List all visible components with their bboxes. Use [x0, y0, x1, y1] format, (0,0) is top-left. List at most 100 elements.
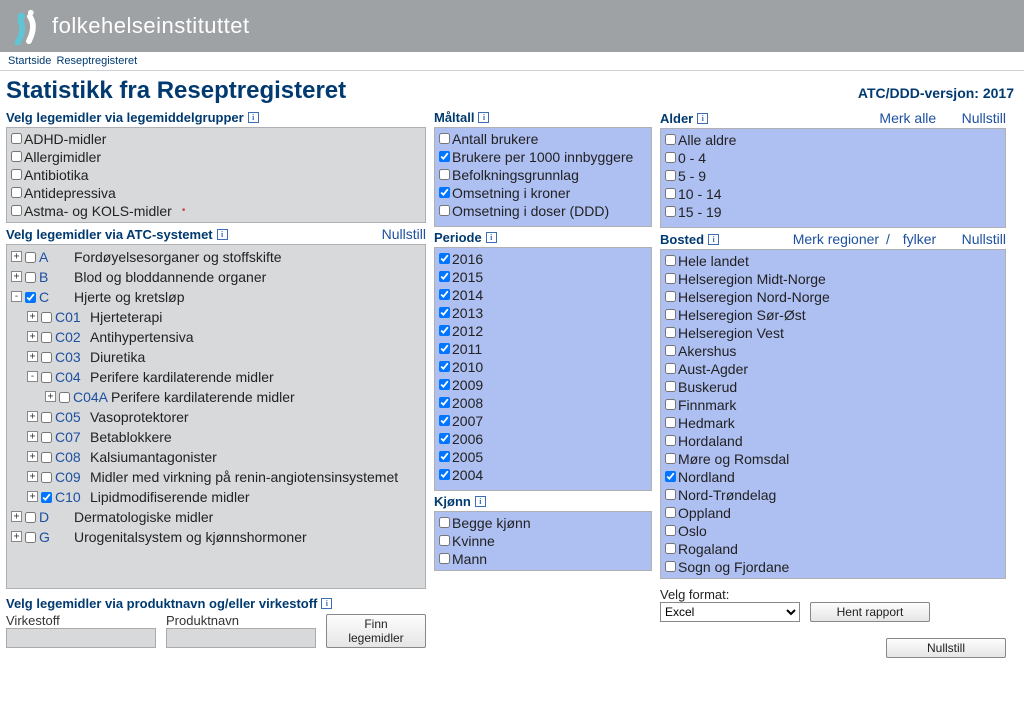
list-item[interactable]: Antibiotika: [9, 166, 423, 184]
list-item[interactable]: Allergimidler: [9, 148, 423, 166]
list-checkbox[interactable]: [11, 205, 22, 216]
tree-row[interactable]: +G Urogenitalsystem og kjønnshormoner: [9, 527, 423, 547]
tree-checkbox[interactable]: [25, 532, 36, 543]
tree-checkbox[interactable]: [41, 432, 52, 443]
atc-tree[interactable]: +A Fordøyelsesorganer og stoffskifte+B B…: [6, 244, 426, 589]
list-checkbox[interactable]: [439, 151, 450, 162]
list-checkbox[interactable]: [439, 325, 450, 336]
list-checkbox[interactable]: [665, 543, 676, 554]
list-item[interactable]: 2004: [437, 466, 649, 484]
list-item[interactable]: Helseregion Sør-Øst: [663, 306, 1003, 324]
tree-checkbox[interactable]: [41, 312, 52, 323]
expand-icon[interactable]: +: [27, 451, 38, 462]
tree-checkbox[interactable]: [41, 372, 52, 383]
expand-icon[interactable]: +: [11, 531, 22, 542]
list-item[interactable]: 2011: [437, 340, 649, 358]
tree-row[interactable]: +D Dermatologiske midler: [9, 507, 423, 527]
tree-checkbox[interactable]: [41, 352, 52, 363]
tree-checkbox[interactable]: [41, 412, 52, 423]
list-checkbox[interactable]: [665, 381, 676, 392]
list-item[interactable]: 0 - 4: [663, 149, 1003, 167]
list-item[interactable]: Aust-Agder: [663, 360, 1003, 378]
get-report-button[interactable]: Hent rapport: [810, 602, 930, 622]
list-item[interactable]: 10 - 14: [663, 185, 1003, 203]
collapse-icon[interactable]: -: [27, 371, 38, 382]
list-item[interactable]: Buskerud: [663, 378, 1003, 396]
list-item[interactable]: 2015: [437, 268, 649, 286]
nullstill-button[interactable]: Nullstill: [886, 638, 1006, 658]
tree-checkbox[interactable]: [41, 452, 52, 463]
list-checkbox[interactable]: [665, 345, 676, 356]
periode-listbox[interactable]: 2016201520142013201220112010200920082007…: [434, 247, 652, 491]
list-item[interactable]: Befolkningsgrunnlag: [437, 166, 649, 184]
tree-row[interactable]: +C04A Perifere kardilaterende midler: [9, 387, 423, 407]
list-item[interactable]: 2006: [437, 430, 649, 448]
list-item[interactable]: Mann: [437, 550, 649, 568]
list-checkbox[interactable]: [439, 469, 450, 480]
list-checkbox[interactable]: [665, 399, 676, 410]
tree-row[interactable]: +C10 Lipidmodifiserende midler: [9, 487, 423, 507]
tree-row[interactable]: +B Blod og bloddannende organer: [9, 267, 423, 287]
list-checkbox[interactable]: [439, 187, 450, 198]
list-checkbox[interactable]: [11, 169, 22, 180]
list-checkbox[interactable]: [439, 169, 450, 180]
list-checkbox[interactable]: [665, 134, 676, 145]
list-item[interactable]: Kvinne: [437, 532, 649, 550]
list-item[interactable]: 2009: [437, 376, 649, 394]
alder-merkalle-link[interactable]: Merk alle: [879, 110, 936, 126]
kjonn-listbox[interactable]: Begge kjønnKvinneMann: [434, 511, 652, 571]
tree-checkbox[interactable]: [25, 252, 36, 263]
list-item[interactable]: Akershus: [663, 342, 1003, 360]
list-item[interactable]: ADHD-midler: [9, 130, 423, 148]
list-checkbox[interactable]: [439, 271, 450, 282]
tree-row[interactable]: -C04 Perifere kardilaterende midler: [9, 367, 423, 387]
alder-nullstill-link[interactable]: Nullstill: [962, 110, 1006, 126]
tree-checkbox[interactable]: [41, 472, 52, 483]
list-item[interactable]: 2008: [437, 394, 649, 412]
info-icon[interactable]: i: [697, 113, 708, 124]
list-checkbox[interactable]: [665, 255, 676, 266]
list-checkbox[interactable]: [665, 327, 676, 338]
atc-nullstill-link[interactable]: Nullstill: [382, 226, 426, 242]
list-item[interactable]: Oppland: [663, 504, 1003, 522]
logo[interactable]: folkehelseinstituttet: [8, 7, 250, 45]
expand-icon[interactable]: +: [11, 271, 22, 282]
list-checkbox[interactable]: [665, 525, 676, 536]
tree-row[interactable]: -C Hjerte og kretsløp: [9, 287, 423, 307]
list-checkbox[interactable]: [11, 151, 22, 162]
list-checkbox[interactable]: [439, 343, 450, 354]
tree-checkbox[interactable]: [25, 292, 36, 303]
list-checkbox[interactable]: [11, 133, 22, 144]
list-checkbox[interactable]: [665, 291, 676, 302]
tree-row[interactable]: +C01 Hjerteterapi: [9, 307, 423, 327]
virkestoff-input[interactable]: [6, 628, 156, 648]
maltall-listbox[interactable]: Antall brukereBrukere per 1000 innbygger…: [434, 127, 652, 227]
bosted-listbox[interactable]: Hele landetHelseregion Midt-NorgeHelsere…: [660, 249, 1006, 579]
expand-icon[interactable]: +: [11, 511, 22, 522]
tree-row[interactable]: +C02 Antihypertensiva: [9, 327, 423, 347]
list-item[interactable]: Omsetning i doser (DDD): [437, 202, 649, 220]
list-item[interactable]: 2007: [437, 412, 649, 430]
format-select[interactable]: Excel: [660, 602, 800, 622]
expand-icon[interactable]: +: [27, 491, 38, 502]
list-item[interactable]: Hordaland: [663, 432, 1003, 450]
list-item[interactable]: 2005: [437, 448, 649, 466]
tree-row[interactable]: +C05 Vasoprotektorer: [9, 407, 423, 427]
list-item[interactable]: Finnmark: [663, 396, 1003, 414]
list-item[interactable]: Helseregion Nord-Norge: [663, 288, 1003, 306]
expand-icon[interactable]: +: [27, 351, 38, 362]
list-item[interactable]: Alle aldre: [663, 131, 1003, 149]
list-checkbox[interactable]: [665, 561, 676, 572]
expand-icon[interactable]: +: [11, 251, 22, 262]
drug-groups-listbox[interactable]: ADHD-midlerAllergimidlerAntibiotikaAntid…: [6, 127, 426, 223]
list-checkbox[interactable]: [665, 363, 676, 374]
list-item[interactable]: Antall brukere: [437, 130, 649, 148]
list-item[interactable]: Helseregion Midt-Norge: [663, 270, 1003, 288]
list-checkbox[interactable]: [439, 535, 450, 546]
list-item[interactable]: Begge kjønn: [437, 514, 649, 532]
info-icon[interactable]: i: [475, 496, 486, 507]
list-checkbox[interactable]: [11, 187, 22, 198]
list-checkbox[interactable]: [665, 206, 676, 217]
expand-icon[interactable]: +: [27, 411, 38, 422]
expand-icon[interactable]: +: [27, 431, 38, 442]
